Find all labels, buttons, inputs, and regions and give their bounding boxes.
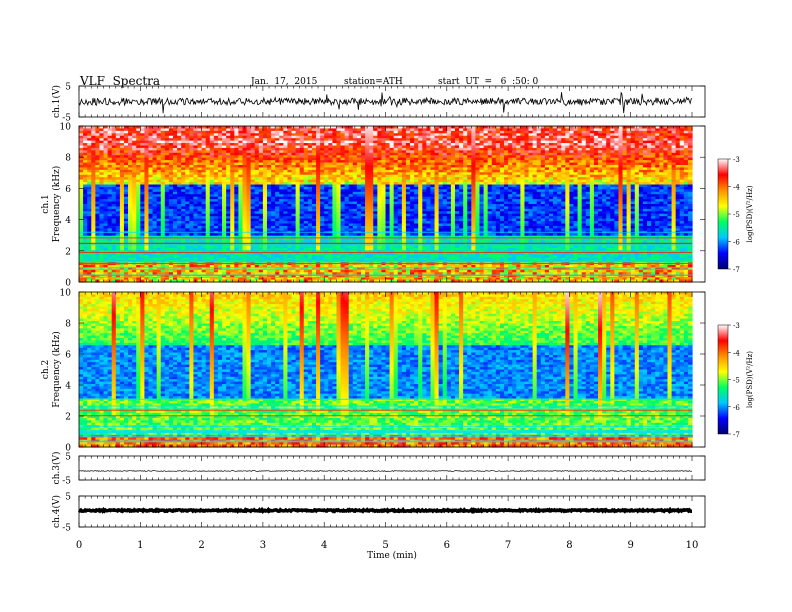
station-label: station=ATH [344, 77, 403, 87]
x-tick-label: 10 [686, 540, 699, 551]
colorbar-tick-label: -5 [733, 377, 740, 385]
waveform-3 [78, 470, 693, 472]
y-tick-label: 4 [65, 382, 71, 392]
x-tick-label: 3 [260, 540, 266, 551]
y-tick-label: 5 [65, 493, 71, 503]
y-tick-label: 8 [65, 320, 71, 330]
colorbar-tick-label: -5 [733, 211, 740, 219]
spectrogram-1 [79, 126, 693, 283]
y-axis-label: ch.1(V) [51, 85, 62, 118]
colorbar-tick-label: -7 [733, 266, 740, 274]
x-tick-label: 1 [137, 540, 143, 551]
waveform-layer [77, 91, 693, 515]
y-axis-label: ch.3(V) [51, 452, 62, 485]
y-axis-label: Frequency (kHz) [51, 166, 62, 243]
colorbar-tick-label: -4 [733, 349, 740, 357]
y-tick-label: -5 [62, 114, 71, 124]
spectrogram-layer [79, 126, 693, 448]
ticks-layer [78, 85, 731, 528]
y-tick-label: 2 [65, 247, 71, 257]
x-tick-label: 0 [76, 540, 82, 551]
colorbar-tick-label: -3 [733, 322, 740, 330]
colorbar-tick-label: -6 [733, 239, 740, 247]
colorbar-label: log(PSD)(V²/Hz) [746, 185, 754, 242]
y-tick-label: -5 [62, 524, 71, 534]
panel-frame-2 [78, 291, 706, 448]
y-tick-label: 8 [65, 154, 71, 164]
y-tick-label: 0 [65, 279, 71, 289]
y-axis-label: ch.4(V) [51, 495, 62, 528]
channel-label: ch.1 [41, 194, 51, 213]
panel-frame-4 [78, 495, 706, 528]
frames-layer [78, 85, 729, 528]
channel-label: ch.2 [41, 360, 51, 379]
x-tick-label: 4 [321, 540, 327, 551]
y-tick-label: 6 [65, 351, 71, 361]
panel-frame-0 [78, 85, 706, 118]
colorbar-label: log(PSD)(V²/Hz) [746, 351, 754, 408]
y-tick-label: 0 [65, 444, 71, 454]
colorbar [717, 324, 729, 435]
x-axis-label: Time (min) [367, 550, 417, 561]
colorbar-tick-label: -4 [733, 184, 740, 192]
y-tick-label: -5 [62, 477, 71, 487]
y-tick-label: 5 [65, 453, 71, 463]
x-tick-label: 7 [505, 540, 511, 551]
colorbar-tick-label: -6 [733, 404, 740, 412]
colorbar-tick-label: -7 [733, 431, 740, 439]
y-tick-label: 10 [60, 289, 72, 299]
x-tick-label: 8 [566, 540, 572, 551]
y-tick-label: 2 [65, 413, 71, 423]
start-time-label: start UT = 6 :50: 0 [438, 77, 538, 87]
x-tick-label: 6 [444, 540, 450, 551]
panel-frame-1 [78, 125, 706, 283]
spectrogram-2 [79, 292, 693, 448]
x-tick-label: 2 [198, 540, 204, 551]
y-tick-label: 6 [65, 185, 71, 195]
y-tick-label: 4 [65, 216, 71, 226]
colorbar-tick-label: -3 [733, 156, 740, 164]
x-tick-label: 9 [628, 540, 634, 551]
y-axis-label: Frequency (kHz) [51, 331, 62, 408]
x-tick-label: 5 [382, 540, 388, 551]
y-tick-label: 10 [60, 123, 72, 133]
y-tick-label: 5 [65, 83, 71, 93]
chart-title: VLF Spectra [80, 74, 160, 88]
waveform-0 [78, 91, 693, 114]
waveform-4 [77, 506, 692, 515]
colorbar [717, 158, 729, 270]
date-label: Jan. 17, 2015 [251, 77, 317, 87]
panel-frame-3 [78, 455, 706, 481]
